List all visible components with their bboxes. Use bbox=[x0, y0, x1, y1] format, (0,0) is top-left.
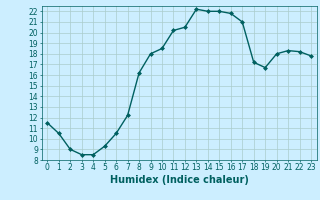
X-axis label: Humidex (Indice chaleur): Humidex (Indice chaleur) bbox=[110, 175, 249, 185]
